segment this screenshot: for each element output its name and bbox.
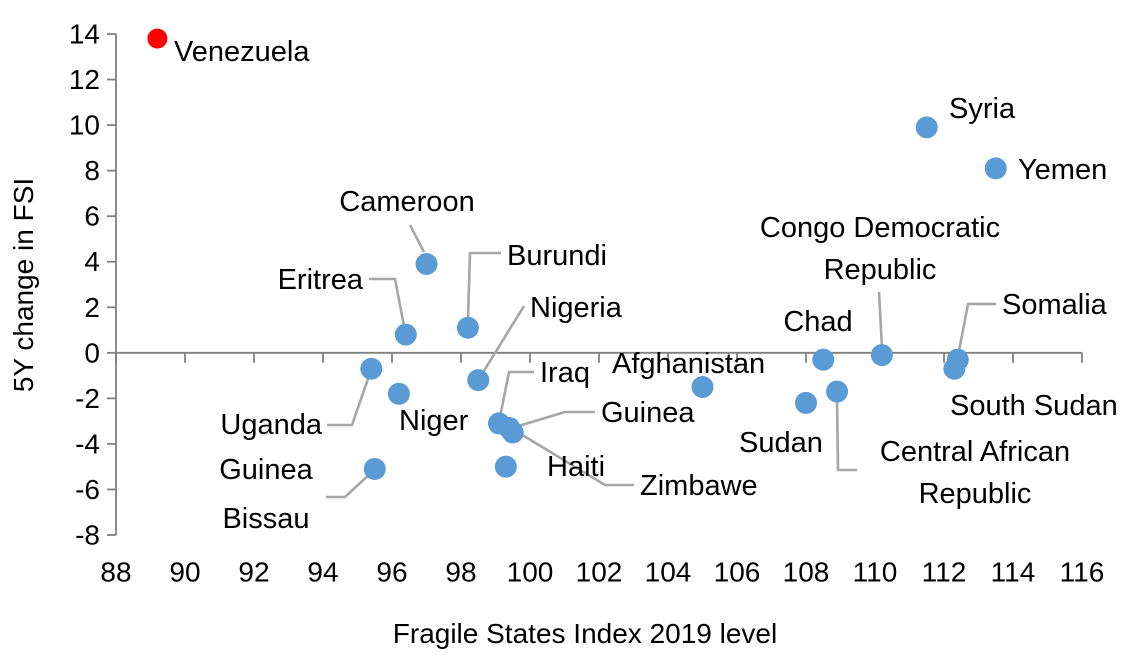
data-point-congo-democratic-republic: [870, 344, 893, 367]
y-tick-label-12: 12: [69, 64, 100, 95]
country-label-nigeria: Nigeria: [530, 292, 623, 324]
country-label-niger: Niger: [399, 405, 469, 437]
x-tick-label-90: 90: [169, 557, 200, 588]
data-point-sudan: [795, 391, 817, 414]
data-point-guinea-bissau: [363, 457, 386, 480]
leader-line-cameroon: [408, 224, 426, 253]
country-label-zimbawe: Zimbawe: [640, 470, 758, 502]
data-point-nigeria: [467, 369, 490, 392]
leader-line-burundi: [466, 251, 501, 320]
country-label-syria: Syria: [949, 93, 1016, 125]
country-label-sudan: Sudan: [739, 427, 823, 459]
x-tick-label-104: 104: [645, 557, 692, 588]
data-point-chad: [812, 348, 835, 371]
country-label-afghanistan: Afghanistan: [612, 348, 765, 380]
y-tick-label--8: -8: [75, 520, 100, 551]
x-tick-label-116: 116: [1060, 557, 1105, 588]
country-label-iraq: Iraq: [540, 357, 590, 389]
x-tick-label-100: 100: [507, 557, 554, 588]
country-label-haiti: Haiti: [547, 451, 605, 483]
x-tick-label-108: 108: [783, 557, 830, 588]
country-label-guinea-bissau: Guinea Bissau: [219, 454, 313, 535]
y-tick-label-10: 10: [69, 110, 100, 141]
x-tick-label-94: 94: [307, 557, 338, 588]
data-point-uganda: [360, 357, 383, 380]
x-tick-label-98: 98: [445, 557, 476, 588]
data-point-zimbawe: [501, 421, 524, 444]
leader-line-zimbawe: [518, 431, 634, 487]
data-point-south-sudan: [943, 357, 966, 380]
leader-line-uganda: [327, 375, 371, 427]
x-axis-title: Fragile States Index 2019 level: [392, 618, 778, 649]
leader-line-nigeria: [480, 305, 526, 375]
y-tick-label-6: 6: [84, 201, 100, 232]
x-tick-label-88: 88: [100, 557, 131, 588]
leader-line-central-african-republic: [835, 398, 857, 472]
x-tick-label-112: 112: [922, 557, 967, 588]
leader-line-iraq: [498, 370, 534, 418]
x-tick-label-102: 102: [576, 557, 623, 588]
y-tick-label-8: 8: [84, 155, 100, 186]
country-label-central-african-republic: Central African Republic: [880, 436, 1070, 510]
country-label-guinea: Guinea: [601, 397, 695, 429]
data-point-central-african-republic: [826, 380, 849, 403]
leader-line-guinea-bissau: [326, 472, 372, 499]
data-point-eritrea: [394, 323, 417, 346]
data-point-cameroon: [415, 253, 438, 276]
x-tick-label-110: 110: [853, 557, 898, 588]
y-tick-label-0: 0: [84, 337, 100, 368]
country-label-venezuela: Venezuela: [174, 36, 310, 68]
country-label-somalia: Somalia: [1002, 289, 1108, 321]
x-tick-label-96: 96: [376, 557, 407, 588]
country-label-burundi: Burundi: [507, 240, 607, 272]
leader-line-congo-democratic-republic: [877, 291, 884, 349]
y-tick-label--2: -2: [75, 383, 100, 414]
data-point-niger: [387, 382, 410, 405]
leader-line-somalia: [956, 302, 996, 357]
data-point-burundi: [456, 316, 479, 339]
y-tick-label-2: 2: [84, 292, 100, 323]
y-tick-label--6: -6: [75, 474, 100, 505]
data-point-venezuela: [147, 28, 168, 49]
country-label-south-sudan: South Sudan: [950, 390, 1118, 422]
leader-line-eritrea: [369, 277, 406, 327]
x-tick-label-106: 106: [714, 557, 761, 588]
y-tick-label-14: 14: [69, 19, 100, 50]
leader-line-guinea: [514, 410, 595, 429]
x-tick-label-114: 114: [991, 557, 1036, 588]
country-label-uganda: Uganda: [220, 409, 322, 441]
country-label-eritrea: Eritrea: [278, 264, 364, 296]
y-axis-title: 5Y change in FSI: [8, 177, 39, 393]
data-point-afghanistan: [691, 375, 714, 398]
country-label-yemen: Yemen: [1018, 154, 1107, 186]
data-point-syria: [915, 116, 938, 139]
x-tick-label-92: 92: [238, 557, 269, 588]
country-label-cameroon: Cameroon: [339, 186, 474, 218]
country-label-chad: Chad: [783, 306, 852, 338]
data-point-haiti: [494, 455, 517, 478]
country-label-congo-democratic-republic: Congo Democratic Republic: [760, 212, 1000, 286]
y-tick-label-4: 4: [84, 246, 100, 277]
y-tick-label--4: -4: [75, 428, 100, 459]
data-point-yemen: [984, 157, 1007, 180]
